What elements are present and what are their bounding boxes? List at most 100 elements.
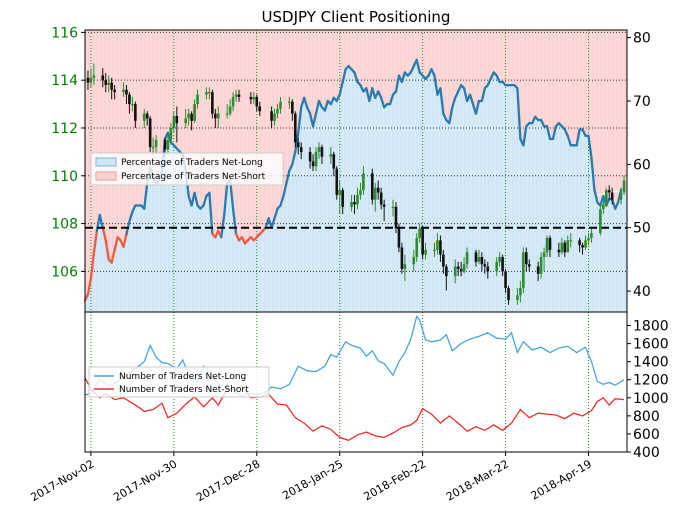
candle-body — [125, 89, 128, 95]
ratio-segment — [297, 106, 303, 134]
bottom-right-tick-label: 1400 — [633, 355, 669, 371]
candle-body — [314, 151, 318, 167]
ratio-segment — [131, 204, 137, 214]
candle-body — [462, 264, 466, 272]
candle-body — [424, 249, 427, 255]
candle-body — [279, 101, 282, 109]
ratio-segment — [442, 112, 448, 122]
axis-tick-labels: 106 108 110 112 114 116 40 50 60 70 80 400 600 800 100… — [51, 25, 668, 461]
ratio-segment — [474, 99, 481, 115]
ratio-segment — [522, 125, 528, 147]
candle-body — [89, 77, 93, 83]
date-tick-label: 2018-Apr-19 — [529, 457, 594, 502]
candle-body — [376, 187, 380, 193]
candle-body — [317, 147, 321, 152]
candle-body — [258, 106, 262, 112]
candle-body — [249, 96, 253, 100]
ratio-segment — [377, 90, 383, 99]
ratio-segment — [388, 93, 395, 106]
candle-body — [563, 242, 567, 253]
candle-body — [151, 147, 155, 149]
candle-body — [350, 202, 353, 207]
candle-body — [308, 151, 312, 162]
candle-body — [110, 82, 113, 90]
candle-body — [465, 252, 469, 265]
candle-body — [436, 240, 439, 250]
ratio-segment — [323, 99, 330, 112]
candle-body — [341, 190, 344, 207]
candle-body — [498, 257, 501, 262]
chart-title: USDJPY Client Positioning — [262, 8, 451, 26]
ratio-segment — [539, 118, 546, 128]
candle-body — [107, 82, 110, 85]
candle-body — [545, 237, 549, 253]
candle-body — [296, 142, 300, 148]
ratio-segment — [590, 156, 596, 191]
candle-body — [166, 139, 170, 150]
candle-body — [439, 240, 442, 255]
candle-body — [122, 89, 125, 93]
candle-body — [519, 288, 522, 296]
ratio-segment — [415, 58, 421, 74]
candle-body — [311, 161, 315, 167]
candle-body — [495, 261, 498, 272]
ratio-segment — [193, 191, 199, 207]
bottom-right-tick-label: 600 — [633, 427, 660, 443]
candle-body — [542, 252, 546, 258]
left-tick-label: 110 — [51, 169, 78, 185]
legend-box — [90, 152, 284, 186]
date-tick-label: 2018-Jan-25 — [280, 457, 345, 502]
candle-body — [214, 113, 217, 119]
ratio-segment — [314, 99, 321, 115]
candle-body — [602, 204, 605, 210]
right-tick-label: 80 — [633, 31, 651, 47]
candle-body — [370, 173, 374, 200]
legend-label-net-short: Percentage of Traders Net-Short — [121, 172, 266, 182]
candle-body — [400, 247, 404, 269]
candle-body — [288, 101, 291, 103]
candle-body — [536, 266, 540, 274]
candle-body — [379, 192, 383, 205]
legend-label-count-long: Number of Traders Net-Long — [119, 372, 246, 382]
candle-body — [362, 173, 365, 191]
ratio-segment — [353, 71, 359, 84]
left-tick-label: 106 — [51, 264, 78, 280]
ratio-segment — [113, 236, 119, 252]
ratio-segment — [448, 106, 454, 125]
candle-body — [237, 94, 241, 97]
ratio-line-layer — [83, 58, 623, 302]
candle-body — [234, 94, 238, 97]
ratio-segment — [104, 239, 110, 261]
candle-body — [373, 187, 377, 200]
candle-body — [225, 113, 229, 115]
candle-body — [190, 113, 193, 121]
candle-body — [587, 237, 590, 241]
candle-body — [525, 252, 528, 265]
ratio-segment — [545, 125, 552, 141]
candle-body — [569, 240, 573, 242]
ratio-segment — [89, 251, 96, 280]
candle-body — [539, 257, 543, 274]
candle-body — [527, 264, 531, 267]
bottom-right-tick-label: 800 — [633, 409, 660, 425]
candle-body — [403, 264, 407, 269]
candle-body — [113, 89, 116, 93]
legend-label-net-long: Percentage of Traders Net-Long — [121, 158, 263, 168]
candle-body — [356, 194, 359, 205]
ratio-segment — [394, 74, 401, 93]
candle-body — [154, 139, 158, 148]
candle-body — [196, 94, 199, 105]
candle-body — [163, 139, 167, 150]
left-tick-label: 112 — [51, 121, 78, 137]
right-tick-label: 60 — [633, 157, 651, 173]
candle-body — [353, 202, 356, 205]
candle-body — [382, 204, 386, 207]
ratio-segment — [282, 182, 288, 198]
candle-body — [590, 233, 593, 238]
ratio-segment — [551, 125, 558, 141]
ratio-segment — [451, 96, 457, 109]
ratio-segment — [566, 134, 572, 147]
ratio-segment — [575, 128, 581, 147]
ratio-segment — [480, 87, 486, 103]
candle-body — [480, 257, 484, 265]
